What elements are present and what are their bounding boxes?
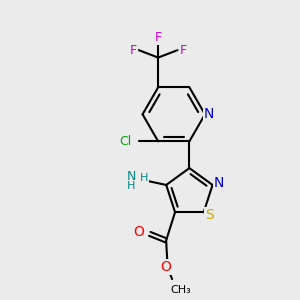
Text: F: F	[130, 44, 137, 57]
Text: S: S	[205, 208, 213, 222]
Text: F: F	[179, 44, 186, 57]
Text: Cl: Cl	[119, 135, 132, 148]
Text: N: N	[214, 176, 224, 190]
Text: CH₃: CH₃	[171, 285, 191, 295]
Text: H: H	[127, 181, 135, 191]
Text: N: N	[203, 107, 214, 121]
Text: N: N	[126, 170, 136, 183]
Text: O: O	[160, 260, 171, 274]
Text: O: O	[133, 224, 144, 239]
Text: H: H	[140, 172, 148, 182]
Text: F: F	[154, 31, 162, 44]
